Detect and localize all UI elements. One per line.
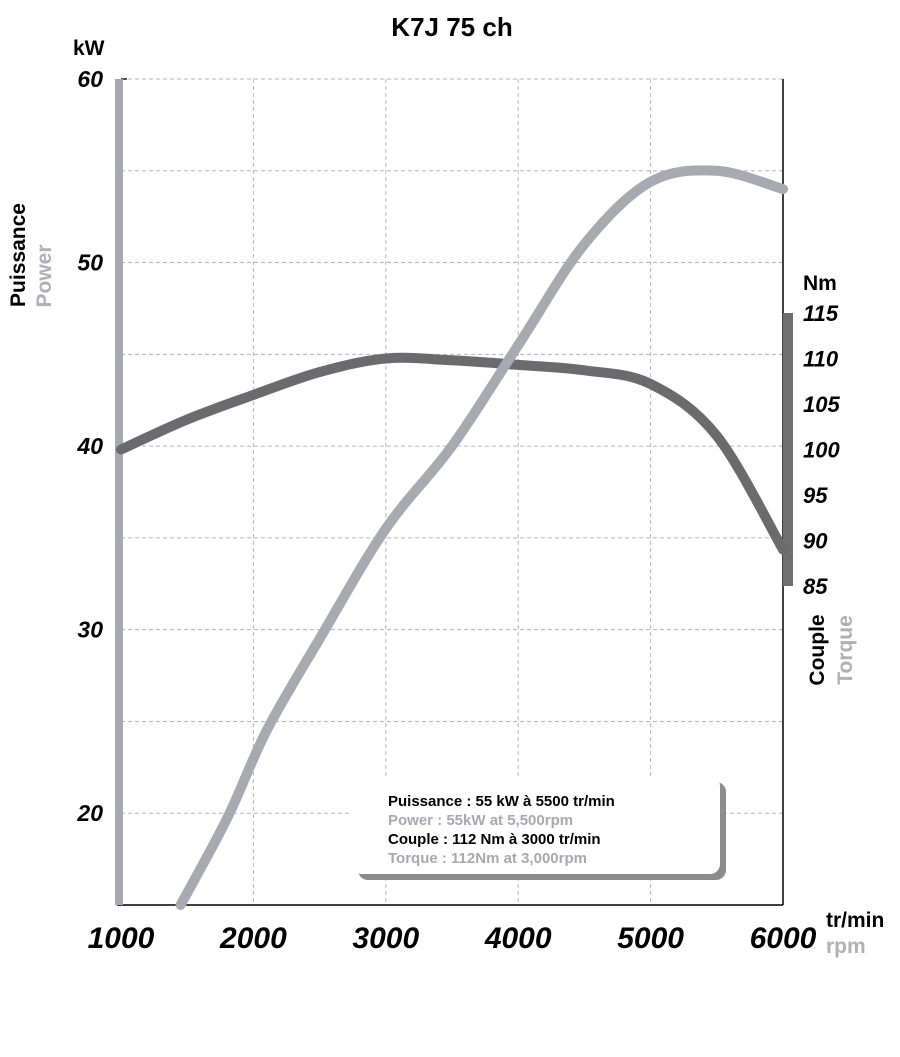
left-axis-ticks: 20 30 40 50 60	[76, 66, 103, 826]
legend-line-1: Puissance : 55 kW à 5500 tr/min	[388, 793, 615, 810]
right-tick-label: 95	[803, 483, 828, 508]
x-axis-ticks: 1000 2000 3000 4000 5000 6000	[88, 922, 817, 955]
right-tick-label: 110	[803, 347, 839, 372]
left-axis-unit: kW	[73, 37, 105, 60]
right-tick-label: 85	[803, 574, 828, 599]
right-axis-label-alt: Torque	[834, 615, 857, 685]
x-axis-unit-alt: rpm	[826, 935, 866, 958]
right-axis-label: Couple	[806, 614, 829, 685]
x-tick-label: 2000	[219, 922, 287, 955]
legend-line-2: Power : 55kW at 5,500rpm	[388, 812, 573, 829]
right-axis-ticks: 85 90 95 100 105 110 115	[803, 301, 840, 599]
power-curve	[175, 165, 788, 910]
right-tick-label: 105	[803, 392, 840, 417]
x-tick-label: 1000	[88, 922, 155, 955]
grid	[117, 78, 784, 906]
torque-curve	[116, 352, 788, 555]
left-axis-label: Puissance	[7, 203, 30, 307]
legend-line-3: Couple : 112 Nm à 3000 tr/min	[388, 831, 601, 848]
left-tick-label: 50	[77, 250, 103, 276]
chart-title: K7J 75 ch	[391, 12, 512, 42]
x-tick-label: 3000	[352, 922, 419, 955]
x-tick-label: 4000	[484, 922, 552, 955]
series-layer	[116, 165, 788, 910]
right-tick-label: 100	[803, 438, 840, 463]
x-tick-label: 5000	[617, 922, 684, 955]
legend-line-4: Torque : 112Nm at 3,000rpm	[388, 850, 587, 867]
right-tick-label: 90	[803, 529, 828, 554]
left-tick-label: 40	[76, 433, 103, 459]
right-axis-bar	[783, 313, 793, 586]
left-axis-label-alt: Power	[33, 244, 56, 307]
left-axis-bar	[115, 79, 123, 905]
left-tick-label: 20	[76, 800, 103, 826]
right-axis-unit: Nm	[803, 272, 837, 295]
right-tick-label: 115	[803, 301, 839, 326]
x-axis-unit: tr/min	[826, 909, 884, 932]
left-tick-label: 30	[77, 617, 103, 643]
x-tick-label: 6000	[750, 922, 817, 955]
left-tick-label: 60	[77, 66, 103, 92]
legend-box: Puissance : 55 kW à 5500 tr/min Power : …	[352, 776, 726, 880]
